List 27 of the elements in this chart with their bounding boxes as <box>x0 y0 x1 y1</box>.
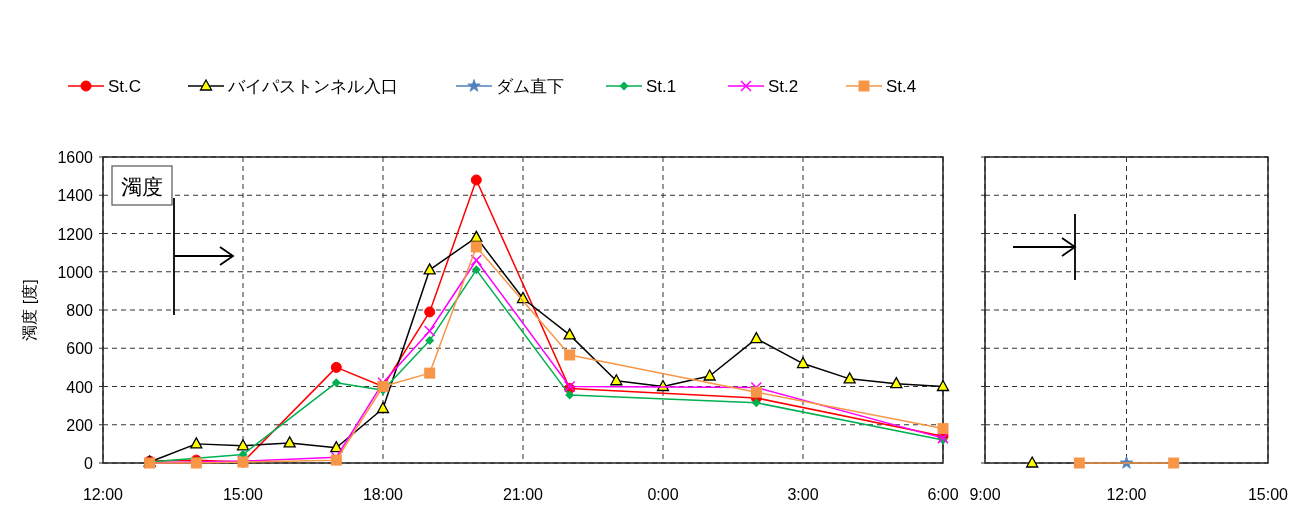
x-tick-label: 18:00 <box>362 486 404 503</box>
x-tick-label: 15:00 <box>222 486 264 503</box>
x-tick-label: 3:00 <box>787 486 819 503</box>
x-tick-label: 0:00 <box>647 486 679 503</box>
legend-label: バイパストンネル入口 <box>227 77 398 96</box>
legend-label: ダム直下 <box>496 77 564 96</box>
legend-label: St.4 <box>886 77 917 96</box>
y-tick-label: 800 <box>66 302 94 319</box>
y-tick-label: 400 <box>66 378 94 396</box>
y-tick-label: 1200 <box>57 225 94 243</box>
y-tick-label: 200 <box>66 416 94 434</box>
x-tick-label: 9:00 <box>969 486 1001 503</box>
x-tick-label: 12:00 <box>82 486 124 503</box>
legend-label: St.2 <box>768 77 799 96</box>
y-tick-label: 1600 <box>57 149 94 166</box>
y-tick-label: 1000 <box>57 263 94 281</box>
x-tick-label: 12:00 <box>1106 486 1147 503</box>
y-tick-label: 1400 <box>57 187 94 205</box>
y-axis-title: 濁度 [度] <box>21 279 38 341</box>
y-tick-label: 0 <box>84 455 94 472</box>
legend-label: St.1 <box>646 77 677 96</box>
annotation: 濁度 <box>121 175 163 198</box>
x-tick-label: 21:00 <box>502 486 544 503</box>
legend-label: St.C <box>108 77 142 96</box>
y-tick-label: 600 <box>66 340 94 358</box>
x-tick-label: 6:00 <box>927 486 959 503</box>
x-tick-label: 15:00 <box>1247 486 1289 503</box>
